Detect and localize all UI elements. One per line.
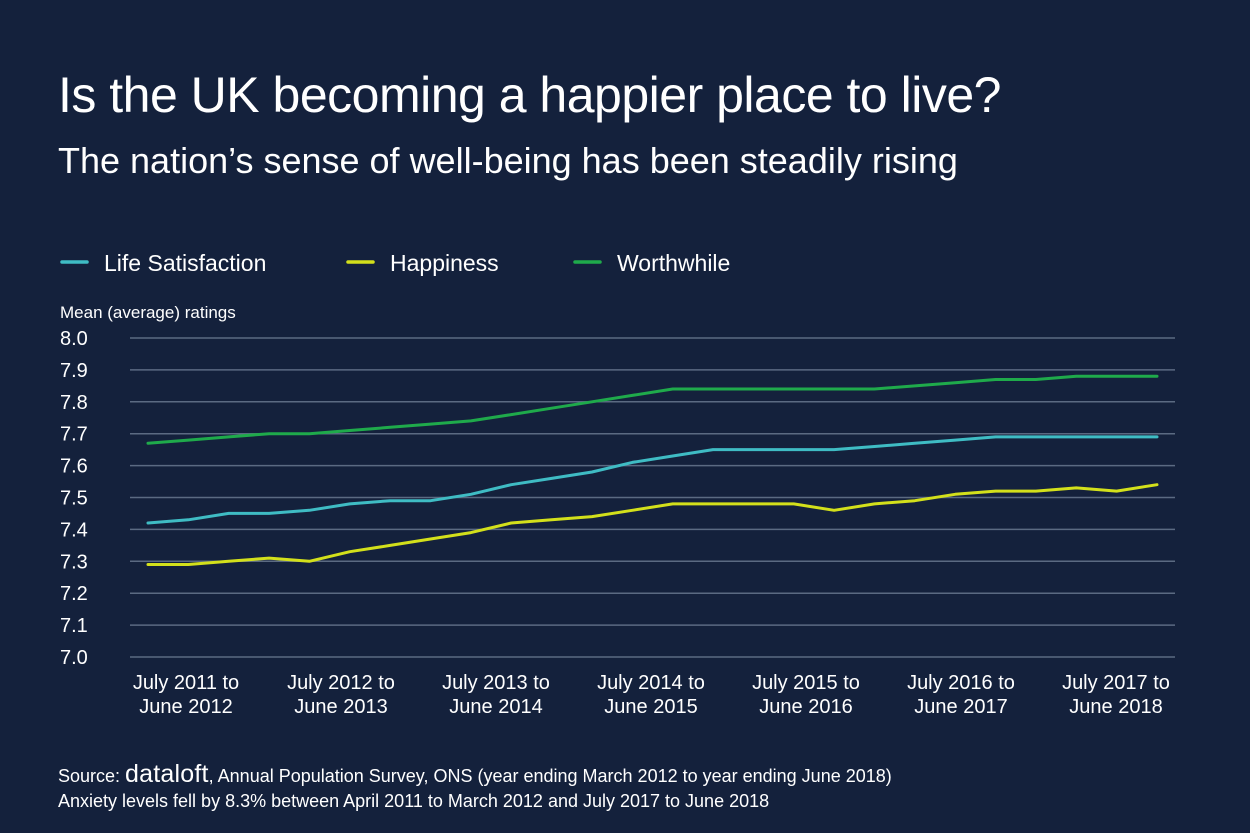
x-tick-label: July 2015 to xyxy=(752,672,860,694)
chart-title: Is the UK becoming a happier place to li… xyxy=(58,67,1001,123)
grid-lines xyxy=(130,337,1175,658)
series-line-worthwhile xyxy=(146,374,1159,445)
x-tick-label: July 2016 to xyxy=(907,672,1015,694)
series-line-happiness xyxy=(146,483,1159,566)
legend-label: Happiness xyxy=(390,250,499,276)
y-tick-label: 7.3 xyxy=(60,551,88,573)
x-tick-label: July 2011 to xyxy=(133,672,239,694)
y-axis-ticks: 8.0 7.9 7.8 7.7 7.6 7.5 7.4 7.3 7.2 7.1 7.0 xyxy=(60,328,88,669)
x-tick-label: July 2013 to xyxy=(442,672,550,694)
y-tick-label: 7.7 xyxy=(60,424,88,446)
series-line-life-satisfaction xyxy=(146,435,1159,525)
y-tick-label: 7.9 xyxy=(60,360,88,382)
anxiety-note: Anxiety levels fell by 8.3% between Apri… xyxy=(58,791,770,811)
x-tick-label: June 2017 xyxy=(914,696,1007,718)
x-tick-label: June 2018 xyxy=(1069,696,1162,718)
x-tick-label: July 2012 to xyxy=(287,672,395,694)
y-axis-label: Mean (average) ratings xyxy=(60,303,236,322)
y-tick-label: 7.4 xyxy=(60,519,88,541)
y-tick-label: 7.5 xyxy=(60,488,88,510)
x-tick-label: June 2013 xyxy=(294,696,387,718)
y-tick-label: 7.0 xyxy=(60,647,88,669)
source-text: , Annual Population Survey, ONS (year en… xyxy=(208,766,892,786)
x-tick-label: June 2012 xyxy=(139,696,232,718)
y-tick-label: 7.8 xyxy=(60,392,88,414)
source-note: Source: dataloft, Annual Population Surv… xyxy=(58,762,892,814)
y-tick-label: 7.1 xyxy=(60,615,88,637)
legend-label: Life Satisfaction xyxy=(104,250,266,276)
dataloft-logo: dataloft xyxy=(125,760,209,788)
source-line: Source: dataloft, Annual Population Surv… xyxy=(58,762,892,789)
y-tick-label: 7.2 xyxy=(60,583,88,605)
legend: Life Satisfaction Happiness Worthwhile xyxy=(60,250,730,276)
legend-label: Worthwhile xyxy=(617,250,730,276)
x-tick-label: June 2014 xyxy=(449,696,542,718)
y-tick-label: 8.0 xyxy=(60,328,88,350)
x-tick-label: June 2015 xyxy=(604,696,697,718)
y-tick-label: 7.6 xyxy=(60,456,88,478)
x-tick-label: July 2014 to xyxy=(597,672,705,694)
line-chart: Life Satisfaction Happiness Worthwhile Mea… xyxy=(60,250,1175,718)
x-tick-label: June 2016 xyxy=(759,696,852,718)
chart-subtitle: The nation’s sense of well-being has bee… xyxy=(58,140,958,181)
x-tick-label: July 2017 to xyxy=(1062,672,1170,694)
series-lines xyxy=(146,374,1159,566)
source-prefix: Source: xyxy=(58,766,126,786)
